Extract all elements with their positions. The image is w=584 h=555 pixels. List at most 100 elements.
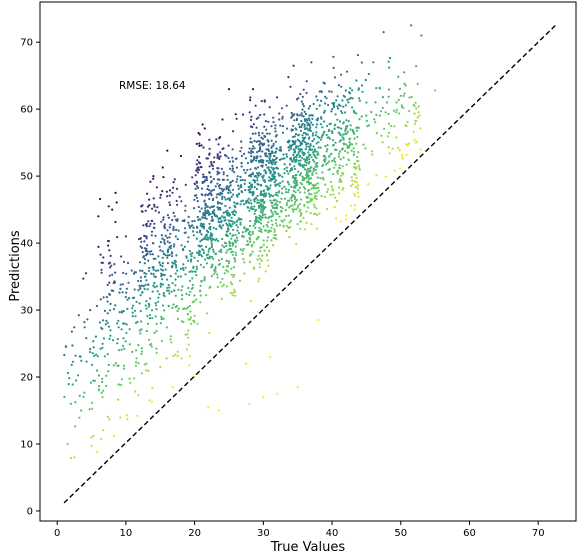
data-point (138, 329, 141, 332)
data-point (192, 230, 195, 233)
data-point (305, 221, 308, 224)
data-point (79, 355, 82, 358)
data-point (330, 90, 333, 93)
data-point (202, 216, 205, 219)
data-point (224, 218, 227, 222)
data-point (268, 106, 271, 109)
data-point (140, 372, 144, 375)
data-point (401, 157, 405, 160)
data-point (125, 414, 128, 417)
data-point (305, 91, 308, 95)
data-point (405, 153, 408, 156)
x-tick-label: 50 (394, 528, 407, 539)
data-point (230, 273, 233, 276)
data-point (152, 242, 155, 245)
data-point (387, 146, 390, 149)
data-point (249, 125, 253, 128)
data-point (159, 241, 163, 244)
data-point (193, 256, 196, 259)
data-point (154, 269, 157, 272)
data-point (304, 158, 307, 161)
data-point (200, 207, 203, 210)
data-point (226, 178, 229, 181)
data-point (183, 219, 186, 222)
data-point (304, 112, 307, 116)
data-point (101, 346, 104, 349)
data-point (142, 256, 145, 259)
data-point (163, 295, 166, 298)
data-point (252, 224, 255, 227)
data-point (293, 198, 297, 201)
data-point (232, 266, 236, 269)
data-point (162, 176, 165, 179)
data-point (204, 214, 207, 217)
data-point (99, 298, 102, 301)
data-point (202, 266, 205, 269)
data-point (297, 204, 300, 207)
data-point (270, 139, 273, 142)
data-point (270, 166, 273, 169)
data-point (356, 155, 359, 159)
data-point (246, 161, 250, 165)
data-point (251, 147, 254, 150)
data-point (139, 237, 142, 240)
data-point (205, 294, 208, 297)
data-point (135, 349, 138, 352)
data-point (241, 231, 244, 234)
data-point (220, 202, 223, 205)
data-point (278, 215, 281, 218)
data-point (101, 342, 104, 345)
data-point (346, 130, 349, 133)
data-point (340, 127, 343, 130)
data-point (270, 239, 273, 242)
data-point (145, 249, 148, 252)
data-point (190, 255, 193, 258)
data-point (203, 199, 206, 202)
data-point (259, 257, 262, 260)
data-point (222, 147, 225, 150)
data-point (192, 319, 195, 322)
data-point (168, 189, 172, 192)
data-point (265, 223, 268, 226)
data-point (410, 95, 413, 99)
data-point (325, 163, 328, 166)
data-point (251, 250, 254, 253)
data-point (231, 156, 234, 159)
data-point (228, 160, 231, 163)
data-point (308, 193, 311, 196)
data-point (248, 224, 252, 228)
data-point (202, 214, 205, 217)
data-point (357, 151, 360, 154)
data-point (106, 283, 109, 286)
data-point (197, 244, 200, 247)
data-point (292, 210, 295, 213)
data-point (317, 186, 320, 189)
data-point (209, 237, 212, 240)
data-point (209, 285, 212, 288)
data-point (232, 130, 235, 133)
data-point (125, 291, 128, 294)
data-point (196, 200, 199, 203)
data-point (258, 226, 261, 229)
data-point (176, 317, 180, 320)
data-point (200, 233, 203, 236)
data-point (297, 123, 300, 126)
data-point (231, 169, 234, 172)
data-point (358, 168, 361, 171)
data-point (387, 112, 390, 116)
data-point (274, 158, 277, 161)
data-point (251, 232, 254, 235)
data-point (281, 180, 284, 183)
data-point (89, 381, 92, 384)
data-point (252, 208, 255, 211)
data-point (145, 362, 148, 365)
data-point (253, 205, 256, 208)
data-point (123, 347, 126, 350)
data-point (176, 203, 179, 206)
data-point (139, 269, 142, 272)
data-point (311, 117, 314, 120)
data-point (197, 131, 200, 135)
data-point (397, 75, 400, 78)
data-point (295, 208, 298, 211)
